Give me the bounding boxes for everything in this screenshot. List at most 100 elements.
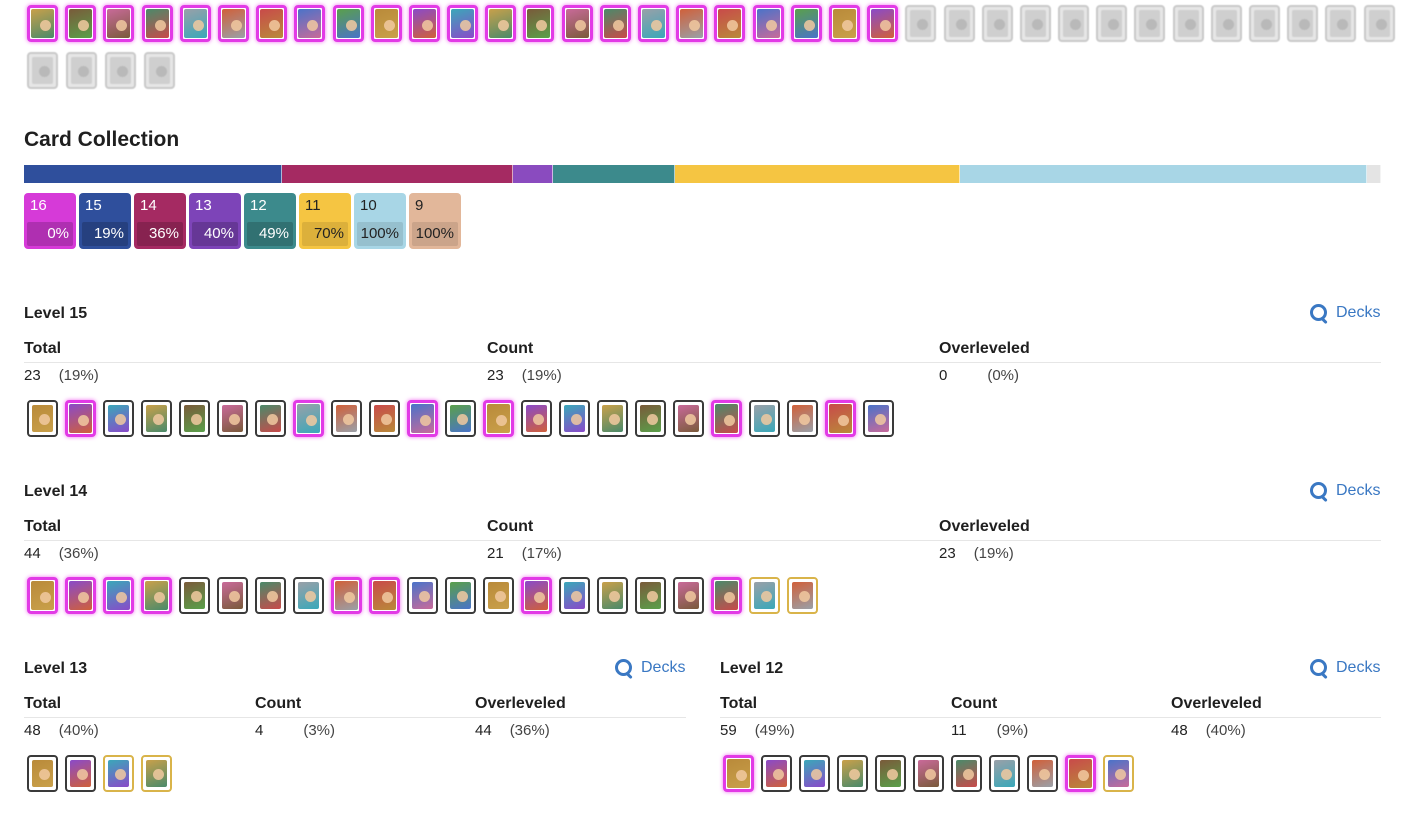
level-pill-13[interactable]: 13 40% bbox=[189, 193, 241, 249]
card-thumbnail[interactable] bbox=[485, 5, 517, 42]
card-thumbnail[interactable] bbox=[27, 577, 58, 614]
card-thumbnail[interactable] bbox=[217, 5, 249, 42]
card-thumbnail[interactable] bbox=[369, 577, 400, 614]
card-thumbnail[interactable] bbox=[331, 400, 362, 437]
card-thumbnail[interactable] bbox=[483, 400, 514, 437]
card-thumbnail[interactable] bbox=[179, 5, 211, 42]
card-thumbnail[interactable] bbox=[863, 400, 894, 437]
level-15-decks-link[interactable]: Decks bbox=[1310, 304, 1380, 325]
card-thumbnail[interactable] bbox=[445, 577, 476, 614]
card-thumbnail[interactable] bbox=[1210, 5, 1242, 42]
card-thumbnail[interactable] bbox=[255, 400, 286, 437]
card-thumbnail[interactable] bbox=[875, 755, 906, 792]
card-thumbnail[interactable] bbox=[905, 5, 937, 42]
card-thumbnail[interactable] bbox=[408, 5, 440, 42]
card-thumbnail[interactable] bbox=[27, 400, 58, 437]
card-thumbnail[interactable] bbox=[141, 400, 172, 437]
card-thumbnail[interactable] bbox=[103, 400, 134, 437]
level-pill-11[interactable]: 11 70% bbox=[299, 193, 351, 249]
level-pill-10[interactable]: 10 100% bbox=[354, 193, 406, 249]
level-pill-16[interactable]: 16 0% bbox=[24, 193, 76, 249]
card-thumbnail[interactable] bbox=[294, 5, 326, 42]
card-thumbnail[interactable] bbox=[1325, 5, 1357, 42]
card-thumbnail[interactable] bbox=[103, 577, 134, 614]
card-thumbnail[interactable] bbox=[141, 755, 172, 792]
card-thumbnail[interactable] bbox=[521, 400, 552, 437]
card-thumbnail[interactable] bbox=[981, 5, 1013, 42]
card-thumbnail[interactable] bbox=[1027, 755, 1058, 792]
level-12-decks-link[interactable]: Decks bbox=[1310, 659, 1380, 680]
card-thumbnail[interactable] bbox=[1363, 5, 1395, 42]
card-thumbnail[interactable] bbox=[635, 400, 666, 437]
card-thumbnail[interactable] bbox=[65, 400, 96, 437]
card-thumbnail[interactable] bbox=[141, 5, 173, 42]
card-thumbnail[interactable] bbox=[559, 400, 590, 437]
card-thumbnail[interactable] bbox=[1103, 755, 1134, 792]
level-pill-9[interactable]: 9 100% bbox=[409, 193, 461, 249]
card-thumbnail[interactable] bbox=[65, 577, 96, 614]
card-thumbnail[interactable] bbox=[179, 400, 210, 437]
level-pill-15[interactable]: 15 19% bbox=[79, 193, 131, 249]
card-thumbnail[interactable] bbox=[293, 577, 324, 614]
card-thumbnail[interactable] bbox=[799, 755, 830, 792]
card-thumbnail[interactable] bbox=[837, 755, 868, 792]
card-thumbnail[interactable] bbox=[447, 5, 479, 42]
card-thumbnail[interactable] bbox=[66, 52, 97, 89]
card-thumbnail[interactable] bbox=[559, 577, 590, 614]
card-thumbnail[interactable] bbox=[1096, 5, 1128, 42]
card-thumbnail[interactable] bbox=[332, 5, 364, 42]
card-thumbnail[interactable] bbox=[828, 5, 860, 42]
card-thumbnail[interactable] bbox=[913, 755, 944, 792]
card-thumbnail[interactable] bbox=[105, 52, 136, 89]
card-thumbnail[interactable] bbox=[1134, 5, 1166, 42]
card-thumbnail[interactable] bbox=[103, 755, 134, 792]
card-thumbnail[interactable] bbox=[255, 577, 286, 614]
card-thumbnail[interactable] bbox=[714, 5, 746, 42]
card-thumbnail[interactable] bbox=[256, 5, 288, 42]
card-thumbnail[interactable] bbox=[293, 400, 324, 437]
card-thumbnail[interactable] bbox=[370, 5, 402, 42]
card-thumbnail[interactable] bbox=[599, 5, 631, 42]
card-thumbnail[interactable] bbox=[561, 5, 593, 42]
card-thumbnail[interactable] bbox=[749, 400, 780, 437]
card-thumbnail[interactable] bbox=[331, 577, 362, 614]
card-thumbnail[interactable] bbox=[407, 400, 438, 437]
card-thumbnail[interactable] bbox=[65, 5, 97, 42]
card-thumbnail[interactable] bbox=[217, 400, 248, 437]
card-thumbnail[interactable] bbox=[951, 755, 982, 792]
card-thumbnail[interactable] bbox=[673, 577, 704, 614]
card-thumbnail[interactable] bbox=[1172, 5, 1204, 42]
card-thumbnail[interactable] bbox=[825, 400, 856, 437]
card-thumbnail[interactable] bbox=[597, 577, 628, 614]
card-thumbnail[interactable] bbox=[711, 577, 742, 614]
card-thumbnail[interactable] bbox=[867, 5, 899, 42]
card-thumbnail[interactable] bbox=[638, 5, 669, 42]
card-thumbnail[interactable] bbox=[787, 400, 818, 437]
card-thumbnail[interactable] bbox=[407, 577, 438, 614]
card-thumbnail[interactable] bbox=[749, 577, 780, 614]
card-thumbnail[interactable] bbox=[1058, 5, 1090, 42]
card-thumbnail[interactable] bbox=[1287, 5, 1319, 42]
card-thumbnail[interactable] bbox=[673, 400, 704, 437]
level-14-decks-link[interactable]: Decks bbox=[1310, 482, 1380, 503]
card-thumbnail[interactable] bbox=[369, 400, 400, 437]
card-thumbnail[interactable] bbox=[635, 577, 666, 614]
card-thumbnail[interactable] bbox=[27, 755, 58, 792]
level-pill-14[interactable]: 14 36% bbox=[134, 193, 186, 249]
card-thumbnail[interactable] bbox=[445, 400, 476, 437]
card-thumbnail[interactable] bbox=[27, 5, 58, 42]
card-thumbnail[interactable] bbox=[1019, 5, 1051, 42]
card-thumbnail[interactable] bbox=[1065, 755, 1096, 792]
card-thumbnail[interactable] bbox=[711, 400, 742, 437]
card-thumbnail[interactable] bbox=[103, 5, 135, 42]
card-thumbnail[interactable] bbox=[761, 755, 792, 792]
card-thumbnail[interactable] bbox=[787, 577, 818, 614]
level-13-decks-link[interactable]: Decks bbox=[615, 659, 685, 680]
card-thumbnail[interactable] bbox=[179, 577, 210, 614]
card-thumbnail[interactable] bbox=[144, 52, 175, 89]
card-thumbnail[interactable] bbox=[27, 52, 58, 89]
card-thumbnail[interactable] bbox=[676, 5, 708, 42]
card-thumbnail[interactable] bbox=[943, 5, 975, 42]
card-thumbnail[interactable] bbox=[521, 577, 552, 614]
card-thumbnail[interactable] bbox=[752, 5, 784, 42]
